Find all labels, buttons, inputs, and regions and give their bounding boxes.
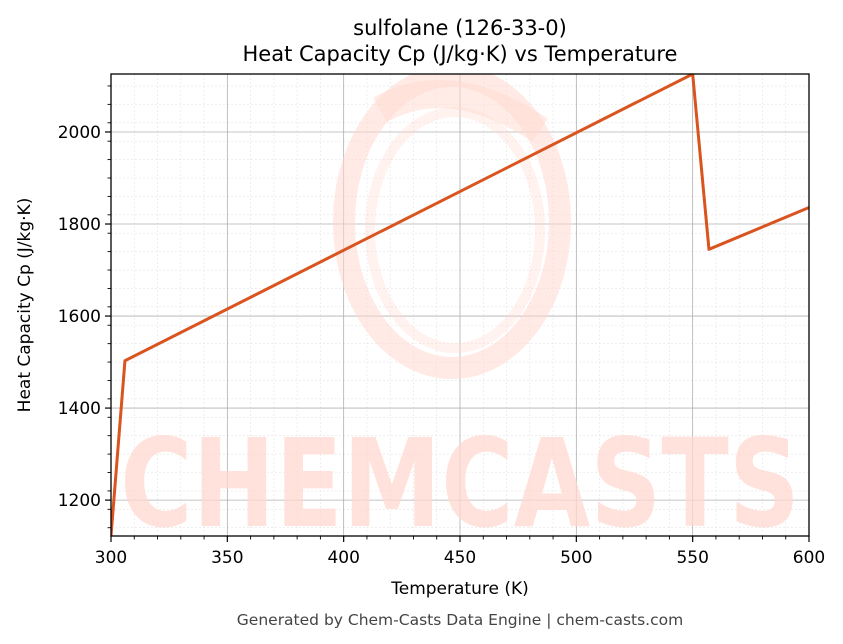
y-axis: 1200 1400 1600 1800 2000 — [58, 85, 111, 529]
x-tick-label: 350 — [211, 548, 243, 568]
y-tick-label: 1200 — [58, 491, 101, 511]
x-tick-label: 550 — [676, 548, 708, 568]
footer-credit: Generated by Chem-Casts Data Engine | ch… — [237, 611, 683, 629]
x-tick-label: 300 — [95, 548, 127, 568]
chart-subtitle: Heat Capacity Cp (J/kg·K) vs Temperature — [243, 42, 678, 66]
y-axis-label: Heat Capacity Cp (J/kg·K) — [15, 198, 35, 413]
x-tick-label: 450 — [444, 548, 476, 568]
y-tick-label: 1600 — [58, 307, 101, 327]
x-axis-label: Temperature (K) — [390, 579, 529, 599]
x-axis: 300 350 400 450 500 550 600 — [95, 536, 825, 568]
series-line-0 — [111, 74, 809, 536]
x-tick-label: 600 — [793, 548, 825, 568]
chart-title: sulfolane (126-33-0) — [353, 16, 567, 40]
watermark-logo: CHEMCASTS — [120, 74, 800, 555]
x-tick-label: 500 — [560, 548, 592, 568]
y-tick-label: 1800 — [58, 215, 101, 235]
y-tick-label: 1400 — [58, 399, 101, 419]
x-tick-label: 400 — [327, 548, 359, 568]
series-layer — [111, 74, 809, 536]
y-tick-label: 2000 — [58, 123, 101, 143]
watermark-swirl-icon — [333, 74, 571, 379]
watermark-text: CHEMCASTS — [120, 413, 800, 555]
